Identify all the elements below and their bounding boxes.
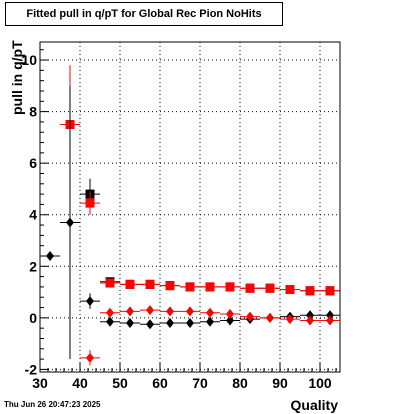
diamond-marker <box>126 306 134 317</box>
diamond-marker <box>226 315 234 326</box>
diamond-marker <box>266 312 274 323</box>
y-tick-label: 4 <box>29 207 37 223</box>
square-marker <box>185 282 195 292</box>
diamond-marker <box>126 318 134 329</box>
timestamp: Thu Jun 26 20:47:23 2025 <box>4 400 101 409</box>
diamond-marker <box>66 217 74 228</box>
diamond-marker <box>86 296 94 307</box>
diamond-marker <box>186 318 194 329</box>
x-tick-label: 80 <box>232 375 248 391</box>
diamond-marker <box>246 311 254 322</box>
square-marker <box>245 283 255 293</box>
diamond-marker <box>106 316 114 327</box>
square-marker <box>265 283 275 293</box>
diamond-marker <box>286 314 294 325</box>
diamond-marker <box>306 315 314 326</box>
diamond-marker <box>206 316 214 327</box>
x-tick-label: 90 <box>272 375 288 391</box>
y-tick-label: 0 <box>29 310 37 326</box>
y-tick-label: 8 <box>29 104 37 120</box>
series <box>60 65 340 296</box>
diamond-marker <box>226 308 234 319</box>
diamond-marker <box>166 318 174 329</box>
y-tick-label: 10 <box>21 52 37 68</box>
x-tick-label: 100 <box>308 375 332 391</box>
y-axis-label: pull in q/pT <box>9 40 25 115</box>
x-tick-label: 30 <box>32 375 48 391</box>
square-marker <box>285 285 295 294</box>
y-tick-label: -2 <box>25 361 38 377</box>
x-tick-label: 70 <box>192 375 208 391</box>
diamond-marker <box>206 307 214 318</box>
x-tick-label: 60 <box>152 375 168 391</box>
x-axis-label: Quality <box>290 397 338 413</box>
square-marker <box>325 286 335 296</box>
square-marker <box>205 282 215 292</box>
y-tick-label: 2 <box>29 258 37 274</box>
diamond-marker <box>46 250 54 261</box>
x-tick-label: 50 <box>112 375 128 391</box>
square-marker <box>145 279 155 289</box>
series <box>80 305 340 366</box>
diamond-marker <box>146 319 154 330</box>
data-points <box>40 65 340 366</box>
diamond-marker <box>86 352 94 363</box>
diamond-marker <box>326 315 334 326</box>
square-marker <box>225 282 235 292</box>
diamond-marker <box>106 307 114 318</box>
diamond-marker <box>186 306 194 317</box>
plot-frame <box>39 41 341 373</box>
square-marker <box>105 278 115 288</box>
square-marker <box>165 281 175 291</box>
y-tick-label: 6 <box>29 155 37 171</box>
square-marker <box>85 198 95 208</box>
square-marker <box>125 279 135 289</box>
diamond-marker <box>326 310 334 321</box>
x-tick-label: 40 <box>72 375 88 391</box>
diamond-marker <box>306 310 314 321</box>
square-marker <box>305 286 315 296</box>
axes: 30 40 50 60 70 80 90 100 -2 0 2 4 6 8 10 <box>21 49 337 391</box>
chart-title: Fitted pull in q/pT for Global Rec Pion … <box>26 8 262 20</box>
series <box>80 178 340 296</box>
title-box: Fitted pull in q/pT for Global Rec Pion … <box>5 2 283 26</box>
diamond-marker <box>166 306 174 317</box>
diamond-marker <box>146 305 154 316</box>
